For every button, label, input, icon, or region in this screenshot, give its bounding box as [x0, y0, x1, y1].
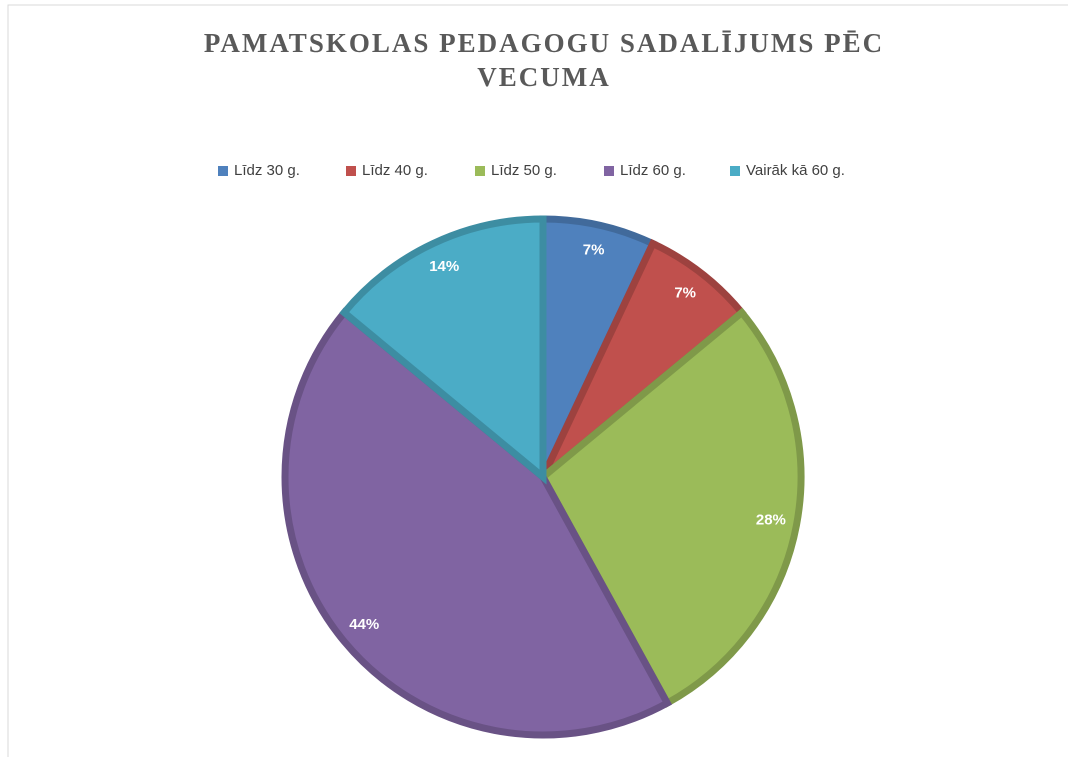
- legend-marker: [730, 166, 740, 176]
- slice-label: 28%: [756, 511, 786, 528]
- legend-label: Vairāk kā 60 g.: [746, 162, 845, 179]
- legend-label: Līdz 40 g.: [362, 162, 428, 179]
- chart-border: [7, 4, 1068, 757]
- legend-marker: [218, 166, 228, 176]
- legend-marker: [346, 166, 356, 176]
- slice-label: 44%: [349, 616, 379, 633]
- legend-marker: [475, 166, 485, 176]
- slice-label: 7%: [583, 242, 605, 259]
- legend-label: Līdz 30 g.: [234, 162, 300, 179]
- pie-slice: [339, 215, 547, 485]
- pie-slice: [281, 307, 673, 739]
- chart-title: PAMATSKOLAS PEDAGOGU SADALĪJUMS PĒC VECU…: [203, 28, 885, 92]
- legend-label: Līdz 50 g.: [491, 162, 557, 179]
- pie-slice: [538, 307, 805, 708]
- legend-marker: [604, 166, 614, 176]
- slice-label: 7%: [674, 285, 696, 302]
- legend-label: Līdz 60 g.: [620, 162, 686, 179]
- slice-label: 14%: [429, 258, 459, 275]
